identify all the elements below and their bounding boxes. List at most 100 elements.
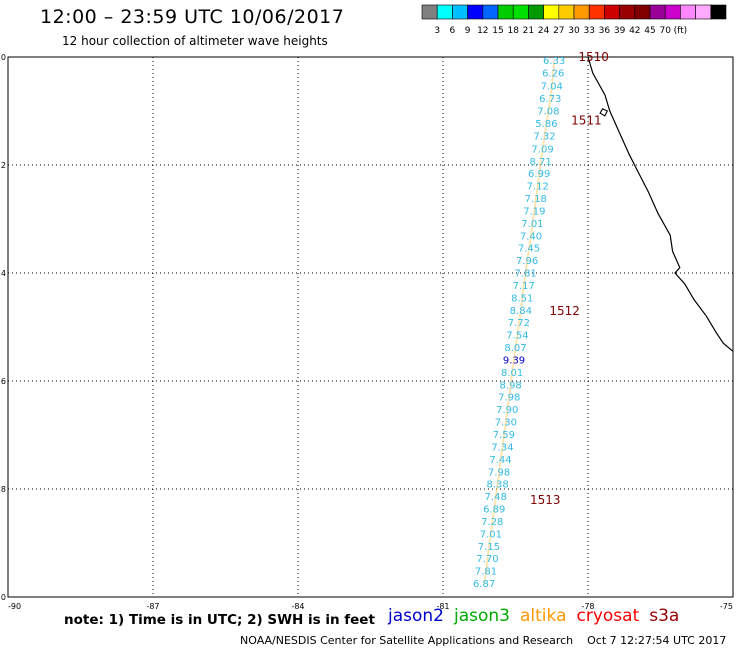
swh-value: 8.38 (486, 480, 508, 491)
colorbar-swatch (558, 4, 575, 20)
swh-value: 7.08 (537, 107, 559, 118)
colorbar-swatch (421, 4, 438, 20)
lat-lon-grid (7, 56, 734, 598)
lon-tick-label: -78 (581, 602, 594, 611)
colorbar-swatch (588, 4, 605, 20)
swh-value: 7.28 (481, 517, 503, 528)
swh-value: 7.18 (525, 194, 547, 205)
swh-value: 6.89 (483, 505, 505, 516)
swh-value: 8.51 (511, 293, 533, 304)
lon-tick-label: -84 (291, 602, 304, 611)
lat-tick-label: -12 (0, 161, 6, 170)
colorbar-label: 6 (450, 26, 456, 36)
swh-value: 8.07 (504, 343, 526, 354)
colorbar-label: 39 (614, 26, 626, 36)
track-line (483, 60, 556, 585)
colorbar-label: 45 (644, 26, 655, 36)
swh-value: 7.09 (531, 144, 553, 155)
colorbar-swatch (680, 4, 696, 20)
swh-value: 7.19 (523, 206, 545, 217)
colorbar-swatch (695, 4, 712, 20)
colorbar-swatch (528, 4, 544, 20)
footer-timestamp: Oct 7 12:27:54 UTC 2017 (587, 634, 727, 647)
colorbar-swatch (573, 4, 590, 20)
swh-value: 7.32 (533, 131, 555, 142)
colorbar-swatch (482, 4, 499, 20)
colorbar-swatch (710, 4, 727, 20)
map-subtitle: 12 hour collection of altimeter wave hei… (62, 34, 328, 48)
colorbar-swatch (497, 4, 514, 20)
lon-tick-label: -81 (436, 602, 449, 611)
lon-tick-label: -75 (720, 602, 733, 611)
legend-cryosat: cryosat (576, 606, 640, 626)
swh-value: 7.90 (496, 405, 518, 416)
legend-altika: altika (520, 606, 567, 626)
colorbar-swatch (649, 4, 666, 20)
latitude-tick-labels: -10 -12 -14 -16 -18 -20 (0, 53, 6, 602)
swh-value: 8.84 (510, 306, 532, 317)
coastline (587, 56, 734, 352)
swh-value: 7.04 (541, 82, 563, 93)
colorbar-labels: 3 6 9 12 15 18 21 24 27 30 33 36 39 42 45 70 (ft) (434, 26, 687, 36)
colorbar-label: 18 (507, 26, 519, 36)
time-labels: 1510 1511 1512 1513 (530, 50, 609, 507)
colorbar (421, 4, 727, 20)
colorbar-label: 70 (659, 26, 671, 36)
colorbar-swatch (543, 4, 560, 20)
lat-tick-label: -14 (0, 269, 6, 278)
lon-tick-label: -90 (8, 602, 21, 611)
swh-value: 7.59 (493, 430, 515, 441)
swh-value: 7.12 (527, 182, 549, 193)
colorbar-label: 27 (553, 26, 564, 36)
swh-values: 6.33 6.26 7.046.73 7.085.867.32 7.09 8.716.99… (473, 56, 565, 590)
colorbar-swatch (512, 4, 529, 20)
swh-value: 6.99 (528, 169, 550, 180)
colorbar-swatch (452, 4, 468, 20)
swh-value: 7.48 (485, 492, 507, 503)
swh-value: 6.87 (473, 579, 495, 590)
colorbar-swatch (604, 4, 620, 20)
swh-value: 8.01 (501, 368, 523, 379)
lat-tick-label: -18 (0, 485, 6, 494)
swh-value: 7.40 (520, 231, 542, 242)
island-outline (599, 108, 609, 117)
time-label: 1511 (571, 114, 602, 128)
swh-value: 5.86 (535, 119, 557, 130)
swh-value: 7.45 (518, 244, 540, 255)
legend-jason2: jason2 (388, 606, 444, 626)
swh-value: 7.72 (508, 318, 530, 329)
legend-s3a: s3a (649, 606, 680, 626)
colorbar-label: (ft) (674, 26, 688, 36)
time-label: 1510 (578, 50, 609, 64)
swh-value: 7.98 (488, 467, 510, 478)
colorbar-label: 3 (434, 26, 440, 36)
swh-value: 7.15 (478, 542, 500, 553)
units-note: note: 1) Time is in UTC; 2) SWH is in fe… (64, 612, 375, 628)
legend-jason3: jason3 (454, 606, 510, 626)
map-frame (7, 56, 734, 598)
colorbar-label: 9 (465, 26, 471, 36)
swh-value: 7.17 (513, 281, 535, 292)
map-title: 12:00 – 23:59 UTC 10/06/2017 (40, 6, 345, 28)
swh-value: 7.01 (480, 529, 502, 540)
swh-value: 7.54 (506, 331, 528, 342)
lat-tick-label: -16 (0, 377, 6, 386)
swh-value: 6.26 (542, 69, 564, 80)
satellite-track (483, 60, 556, 585)
swh-value: 8.98 (500, 380, 522, 391)
colorbar-label: 12 (477, 26, 488, 36)
colorbar-label: 33 (583, 26, 594, 36)
colorbar-swatch (634, 4, 651, 20)
swh-value: 7.01 (521, 219, 543, 230)
mission-legend: jason2 jason3 altika cryosat s3a (388, 606, 689, 626)
swh-value: 7.81 (515, 269, 537, 280)
time-label: 1513 (530, 493, 561, 507)
colorbar-label: 24 (538, 26, 550, 36)
swh-value: 7.30 (495, 418, 517, 429)
swh-value: 7.98 (498, 393, 520, 404)
lon-tick-label: -87 (146, 602, 159, 611)
colorbar-label: 15 (492, 26, 503, 36)
swh-value: 7.44 (489, 455, 511, 466)
colorbar-swatch (436, 4, 453, 20)
